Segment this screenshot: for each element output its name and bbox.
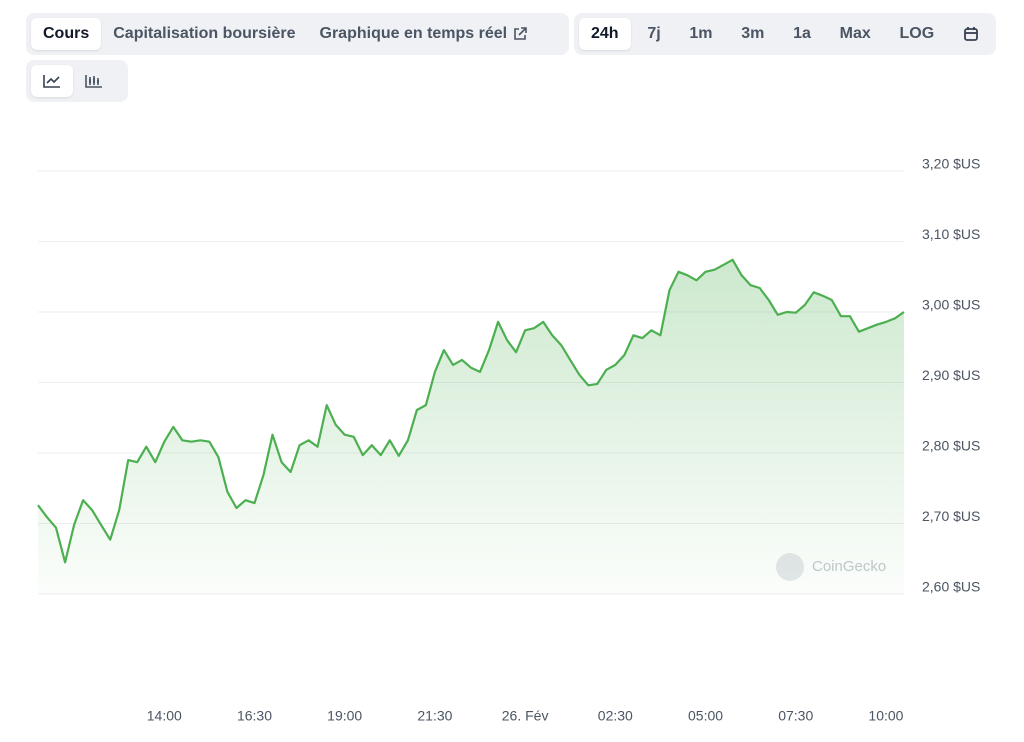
range-button[interactable]: Max	[839, 25, 871, 42]
tab[interactable]: Graphique en temps réel	[308, 18, 540, 50]
tab[interactable]: Cours	[31, 18, 102, 50]
x-tick-label: 21:30	[417, 708, 452, 724]
x-tick-label: 05:00	[688, 708, 723, 724]
range-group: 24h 7j 1m 3m 1a Max LOG	[574, 13, 996, 55]
watermark: CoinGecko	[776, 553, 886, 581]
range-button[interactable]: LOG	[899, 25, 935, 42]
x-tick-label: 19:00	[327, 708, 362, 724]
y-tick-label: 2,80 $US	[922, 438, 980, 454]
range-button[interactable]: 1m	[689, 25, 713, 42]
y-tick-label: 2,60 $US	[922, 579, 980, 595]
range-button[interactable]: 3m	[741, 25, 765, 42]
candle-style-button[interactable]	[73, 65, 115, 97]
tab-label: Graphique en temps réel	[319, 25, 508, 42]
line	[37, 258, 905, 564]
range-button[interactable]: 7j	[647, 25, 661, 42]
line-icon	[43, 75, 60, 88]
x-tick-label: 10:00	[868, 708, 903, 724]
tab[interactable]: Capitalisation boursière	[113, 25, 296, 42]
y-tick-label: 2,90 $US	[922, 367, 980, 383]
y-tick-label: 3,10 $US	[922, 226, 980, 242]
x-tick-label: 02:30	[598, 708, 633, 724]
watermark-text: CoinGecko	[812, 558, 886, 575]
y-tick-label: 3,00 $US	[922, 297, 980, 313]
line-style-button[interactable]	[31, 65, 73, 97]
range-button[interactable]: 1a	[793, 25, 811, 42]
x-tick-label: 16:30	[237, 708, 272, 724]
x-tick-label: 26. Fév	[502, 708, 549, 724]
candle-icon	[85, 75, 102, 88]
y-tick-label: 3,20 $US	[922, 156, 980, 172]
x-tick-label: 07:30	[778, 708, 813, 724]
tab-group: Cours Capitalisation boursière Graphique…	[26, 13, 569, 55]
x-tick-label: 14:00	[147, 708, 182, 724]
y-tick-label: 2,70 $US	[922, 508, 980, 524]
calendar-icon	[964, 27, 978, 41]
external-icon	[514, 27, 527, 40]
calendar-button[interactable]	[951, 18, 991, 50]
range-button[interactable]: 24h	[579, 18, 631, 50]
chart-style-group	[26, 60, 128, 102]
area	[38, 259, 904, 594]
